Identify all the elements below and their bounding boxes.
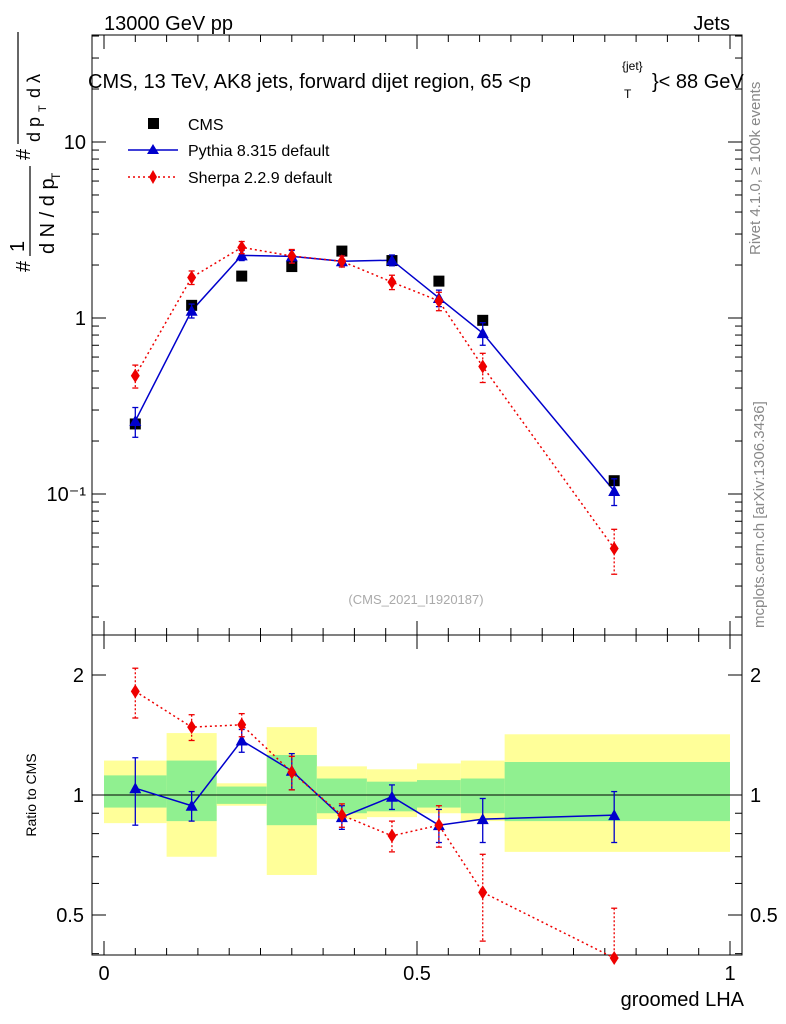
- pythia-point: [129, 414, 142, 426]
- ratio-series-layer: [129, 667, 621, 966]
- ratio-yticklabel-right: 1: [750, 785, 761, 807]
- main-yticklabel: 10⁻¹: [47, 484, 87, 506]
- legend-label-sherpa: Sherpa 2.2.9 default: [188, 170, 333, 187]
- mcplots-label: mcplots.cern.ch [arXiv:1306.3436]: [751, 401, 768, 628]
- ratio-yticklabel: 1: [73, 785, 84, 807]
- title-main: CMS, 13 TeV, AK8 jets, forward dijet reg…: [88, 71, 531, 93]
- axes: 10⁻¹ 1 10 0 0.5 1 0.5 0.5 1 1 2 2: [47, 34, 778, 985]
- main-yticklabel: 1: [75, 308, 86, 330]
- xlabel: groomed LHA: [621, 989, 745, 1011]
- sherpa-ratio-point: [478, 885, 488, 900]
- svg-text:d N / d p: d N / d p: [37, 178, 59, 254]
- pythia-point: [476, 327, 489, 339]
- title-sup: {jet}: [622, 59, 643, 73]
- legend-marker-cms: [148, 118, 159, 129]
- header-left: 13000 GeV pp: [104, 13, 233, 35]
- legend-marker-pythia: [147, 144, 159, 154]
- series-layer: [129, 240, 621, 575]
- sherpa-ratio-point: [609, 951, 619, 966]
- svg-text:d: d: [0, 130, 4, 140]
- sherpa-point: [237, 240, 247, 255]
- cms-point: [336, 245, 348, 257]
- sherpa-point: [130, 368, 140, 383]
- pythia-ratio-point: [185, 799, 198, 811]
- main-yticklabel: 10: [64, 132, 86, 154]
- legend: CMS Pythia 8.315 default Sherpa 2.2.9 de…: [128, 117, 333, 187]
- ratio-yticklabel-right: 2: [750, 665, 761, 687]
- main-ylabel: # 1 d N / d p T # d 2 N d p T d λ: [0, 32, 63, 272]
- sherpa-ratio-point: [237, 717, 247, 732]
- ratio-uncertainty-bands: [104, 727, 730, 875]
- pythia-ratio-point: [235, 734, 248, 746]
- plot-title: CMS, 13 TeV, AK8 jets, forward dijet reg…: [88, 59, 744, 101]
- pythia-ratio-point: [129, 782, 142, 794]
- svg-text:N: N: [0, 109, 4, 122]
- sherpa-ratio-point: [337, 808, 347, 823]
- ratio-ylabel: Ratio to CMS: [23, 753, 39, 836]
- pythia-point: [185, 304, 198, 316]
- ratio-band-inner-6: [417, 780, 461, 808]
- sherpa-ratio-point: [130, 684, 140, 699]
- ratio-yticklabel: 0.5: [56, 905, 84, 927]
- sherpa-ratio-point: [187, 720, 197, 735]
- cms-point: [433, 275, 445, 287]
- pythia-point: [608, 485, 621, 497]
- sherpa-point: [287, 249, 297, 264]
- svg-text:#: #: [13, 148, 35, 160]
- sherpa-ratio-point: [287, 765, 297, 780]
- sherpa-point: [387, 275, 397, 290]
- ratio-yticklabel: 2: [73, 665, 84, 687]
- title-sub: T: [624, 87, 632, 101]
- svg-text:T: T: [37, 105, 49, 112]
- xticklabel: 0.5: [403, 963, 431, 985]
- pythia-point: [235, 249, 248, 261]
- cms-point: [286, 261, 298, 273]
- legend-label-pythia: Pythia 8.315 default: [188, 143, 330, 160]
- ratio-band-inner-8: [504, 761, 730, 822]
- pythia-point: [385, 254, 398, 266]
- sherpa-point: [478, 359, 488, 374]
- pythia-ratio-point: [608, 809, 621, 821]
- svg-text:#: #: [13, 260, 35, 272]
- pythia-ratio-point: [476, 813, 489, 825]
- pythia-line: [134, 254, 615, 492]
- legend-label-cms: CMS: [188, 117, 224, 134]
- svg-text:d λ: d λ: [24, 74, 44, 98]
- header-right: Jets: [693, 13, 730, 35]
- xticklabel: 0: [98, 963, 109, 985]
- svg-text:1: 1: [7, 241, 29, 252]
- xticklabel: 1: [724, 963, 735, 985]
- pythia-ratio-point: [385, 790, 398, 802]
- sherpa-point: [337, 254, 347, 269]
- sherpa-point: [609, 541, 619, 556]
- cms-point: [236, 270, 248, 282]
- sherpa-ratio-point: [387, 828, 397, 843]
- sherpa-point: [434, 293, 444, 308]
- ratio-yticklabel-right: 0.5: [750, 905, 778, 927]
- sherpa-line: [134, 246, 615, 549]
- sherpa-point: [187, 270, 197, 285]
- svg-text:d p: d p: [24, 117, 44, 142]
- title-end: }< 88 GeV: [652, 71, 744, 93]
- sherpa-ratio-point: [434, 818, 444, 833]
- analysis-watermark: (CMS_2021_I1920187): [348, 592, 483, 607]
- legend-marker-sherpa: [149, 170, 157, 184]
- cms-point: [477, 314, 489, 326]
- svg-text:T: T: [49, 172, 63, 180]
- rivet-label: Rivet 4.1.0, ≥ 100k events: [747, 82, 764, 255]
